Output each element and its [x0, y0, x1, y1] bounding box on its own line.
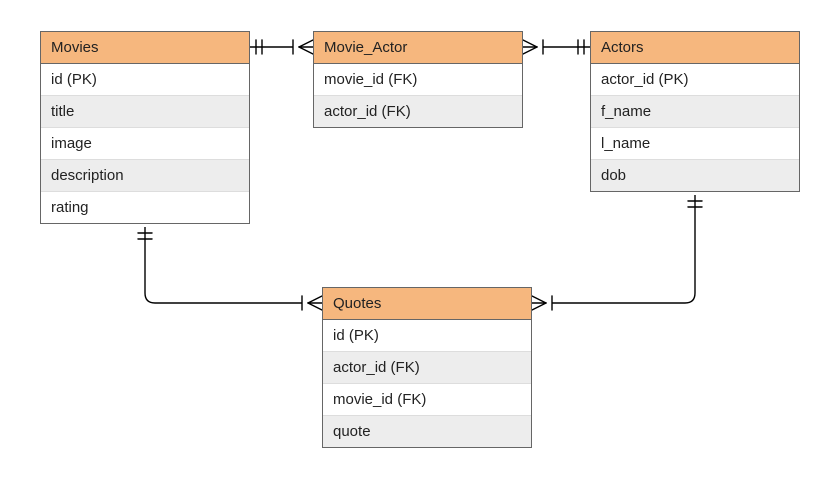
entity-quotes-row: movie_id (FK): [323, 384, 531, 416]
entity-quotes-row: quote: [323, 416, 531, 447]
entity-quotes: Quotesid (PK)actor_id (FK)movie_id (FK)q…: [322, 287, 532, 448]
entity-movie_actor-header: Movie_Actor: [314, 32, 522, 64]
entity-movies-row: description: [41, 160, 249, 192]
entity-movies-row: id (PK): [41, 64, 249, 96]
entity-quotes-row: actor_id (FK): [323, 352, 531, 384]
entity-movies-row: image: [41, 128, 249, 160]
entity-movie_actor: Movie_Actormovie_id (FK)actor_id (FK): [313, 31, 523, 128]
entity-movies-row: title: [41, 96, 249, 128]
entity-actors-row: actor_id (PK): [591, 64, 799, 96]
entity-movie_actor-row: movie_id (FK): [314, 64, 522, 96]
entity-quotes-header: Quotes: [323, 288, 531, 320]
entity-actors-row: dob: [591, 160, 799, 191]
entity-actors: Actorsactor_id (PK)f_namel_namedob: [590, 31, 800, 192]
entity-quotes-row: id (PK): [323, 320, 531, 352]
entity-actors-row: l_name: [591, 128, 799, 160]
entity-movies-row: rating: [41, 192, 249, 223]
entity-movie_actor-row: actor_id (FK): [314, 96, 522, 127]
entity-actors-row: f_name: [591, 96, 799, 128]
entity-actors-header: Actors: [591, 32, 799, 64]
entity-movies: Moviesid (PK)titleimagedescriptionrating: [40, 31, 250, 224]
entity-movies-header: Movies: [41, 32, 249, 64]
